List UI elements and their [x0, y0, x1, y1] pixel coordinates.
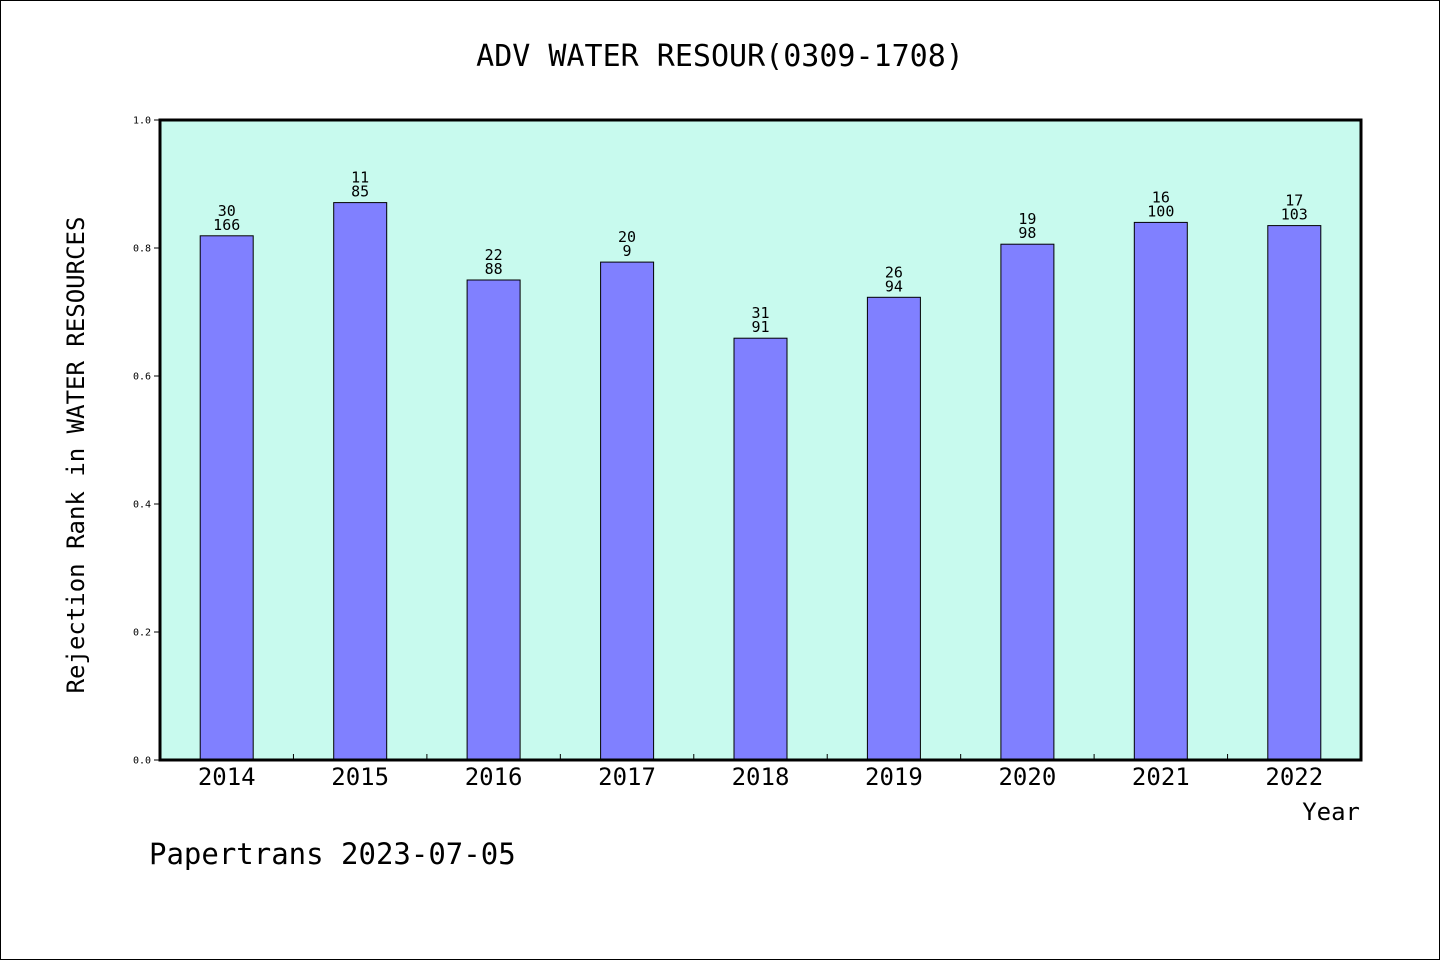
bar-label-top: 26 — [885, 263, 903, 281]
y-axis-label: Rejection Rank in WATER RESOURCES — [62, 217, 90, 694]
x-axis-label: Year — [1302, 798, 1360, 826]
bar-label-bottom: 91 — [751, 318, 769, 336]
bar-label-top: 20 — [618, 228, 636, 246]
x-tick-label: 2017 — [598, 763, 656, 791]
bar-2018 — [733, 337, 788, 761]
bar-label-bottom: 85 — [351, 183, 369, 201]
bar-label-top: 11 — [351, 169, 369, 187]
bar-label-bottom: 88 — [485, 260, 503, 278]
x-tick-label: 2016 — [465, 763, 523, 791]
bar-label-bottom: 103 — [1281, 206, 1308, 224]
footer-text: Papertrans 2023-07-05 — [149, 837, 516, 871]
y-tick-label: 0.8 — [133, 244, 151, 255]
bar-2019 — [866, 296, 921, 761]
x-tick-label: 2018 — [732, 763, 790, 791]
x-tick-label: 2022 — [1265, 763, 1323, 791]
bar-label-top: 30 — [218, 202, 236, 220]
chart-title: ADV WATER RESOUR(0309-1708) — [476, 39, 964, 74]
bar-2022 — [1267, 225, 1322, 761]
bar-2014 — [199, 235, 254, 761]
bar-2020 — [1000, 243, 1055, 761]
bar-label-top: 19 — [1018, 210, 1036, 228]
bar-2021 — [1133, 221, 1188, 761]
x-tick-label: 2019 — [865, 763, 923, 791]
plot-border — [158, 118, 1363, 762]
bar-label-bottom: 94 — [885, 277, 903, 295]
y-tick-label: 0.6 — [133, 372, 151, 383]
x-tick-labels-group: 2014 2015 2016 2017 2018 2019 2020 2021 2022 — [198, 763, 1323, 791]
bar-2015 — [333, 202, 388, 761]
y-tick-label: 0.2 — [133, 628, 151, 639]
y-tick-label: 0.0 — [133, 756, 151, 767]
bar-label-top: 17 — [1285, 192, 1303, 210]
x-tick-label: 2021 — [1132, 763, 1190, 791]
bar-2017 — [600, 261, 655, 761]
y-tick-label: 1.0 — [133, 116, 151, 127]
bar-label-top: 16 — [1152, 188, 1170, 206]
bar-label-top: 31 — [751, 304, 769, 322]
x-tick-label: 2020 — [998, 763, 1056, 791]
bar-label-top: 22 — [485, 246, 503, 264]
y-tick-label: 0.4 — [133, 500, 151, 511]
bar-label-bottom: 9 — [623, 242, 632, 260]
bars-group — [199, 202, 1322, 761]
bar-2016 — [466, 279, 521, 761]
x-tick-label: 2015 — [331, 763, 389, 791]
x-tick-label: 2014 — [198, 763, 256, 791]
bar-label-bottom: 166 — [213, 216, 240, 234]
bar-label-bottom: 100 — [1147, 202, 1174, 220]
y-tick-labels-group: 0.0 0.2 0.4 0.6 0.8 1.0 — [133, 116, 151, 767]
bar-label-bottom: 98 — [1018, 224, 1036, 242]
